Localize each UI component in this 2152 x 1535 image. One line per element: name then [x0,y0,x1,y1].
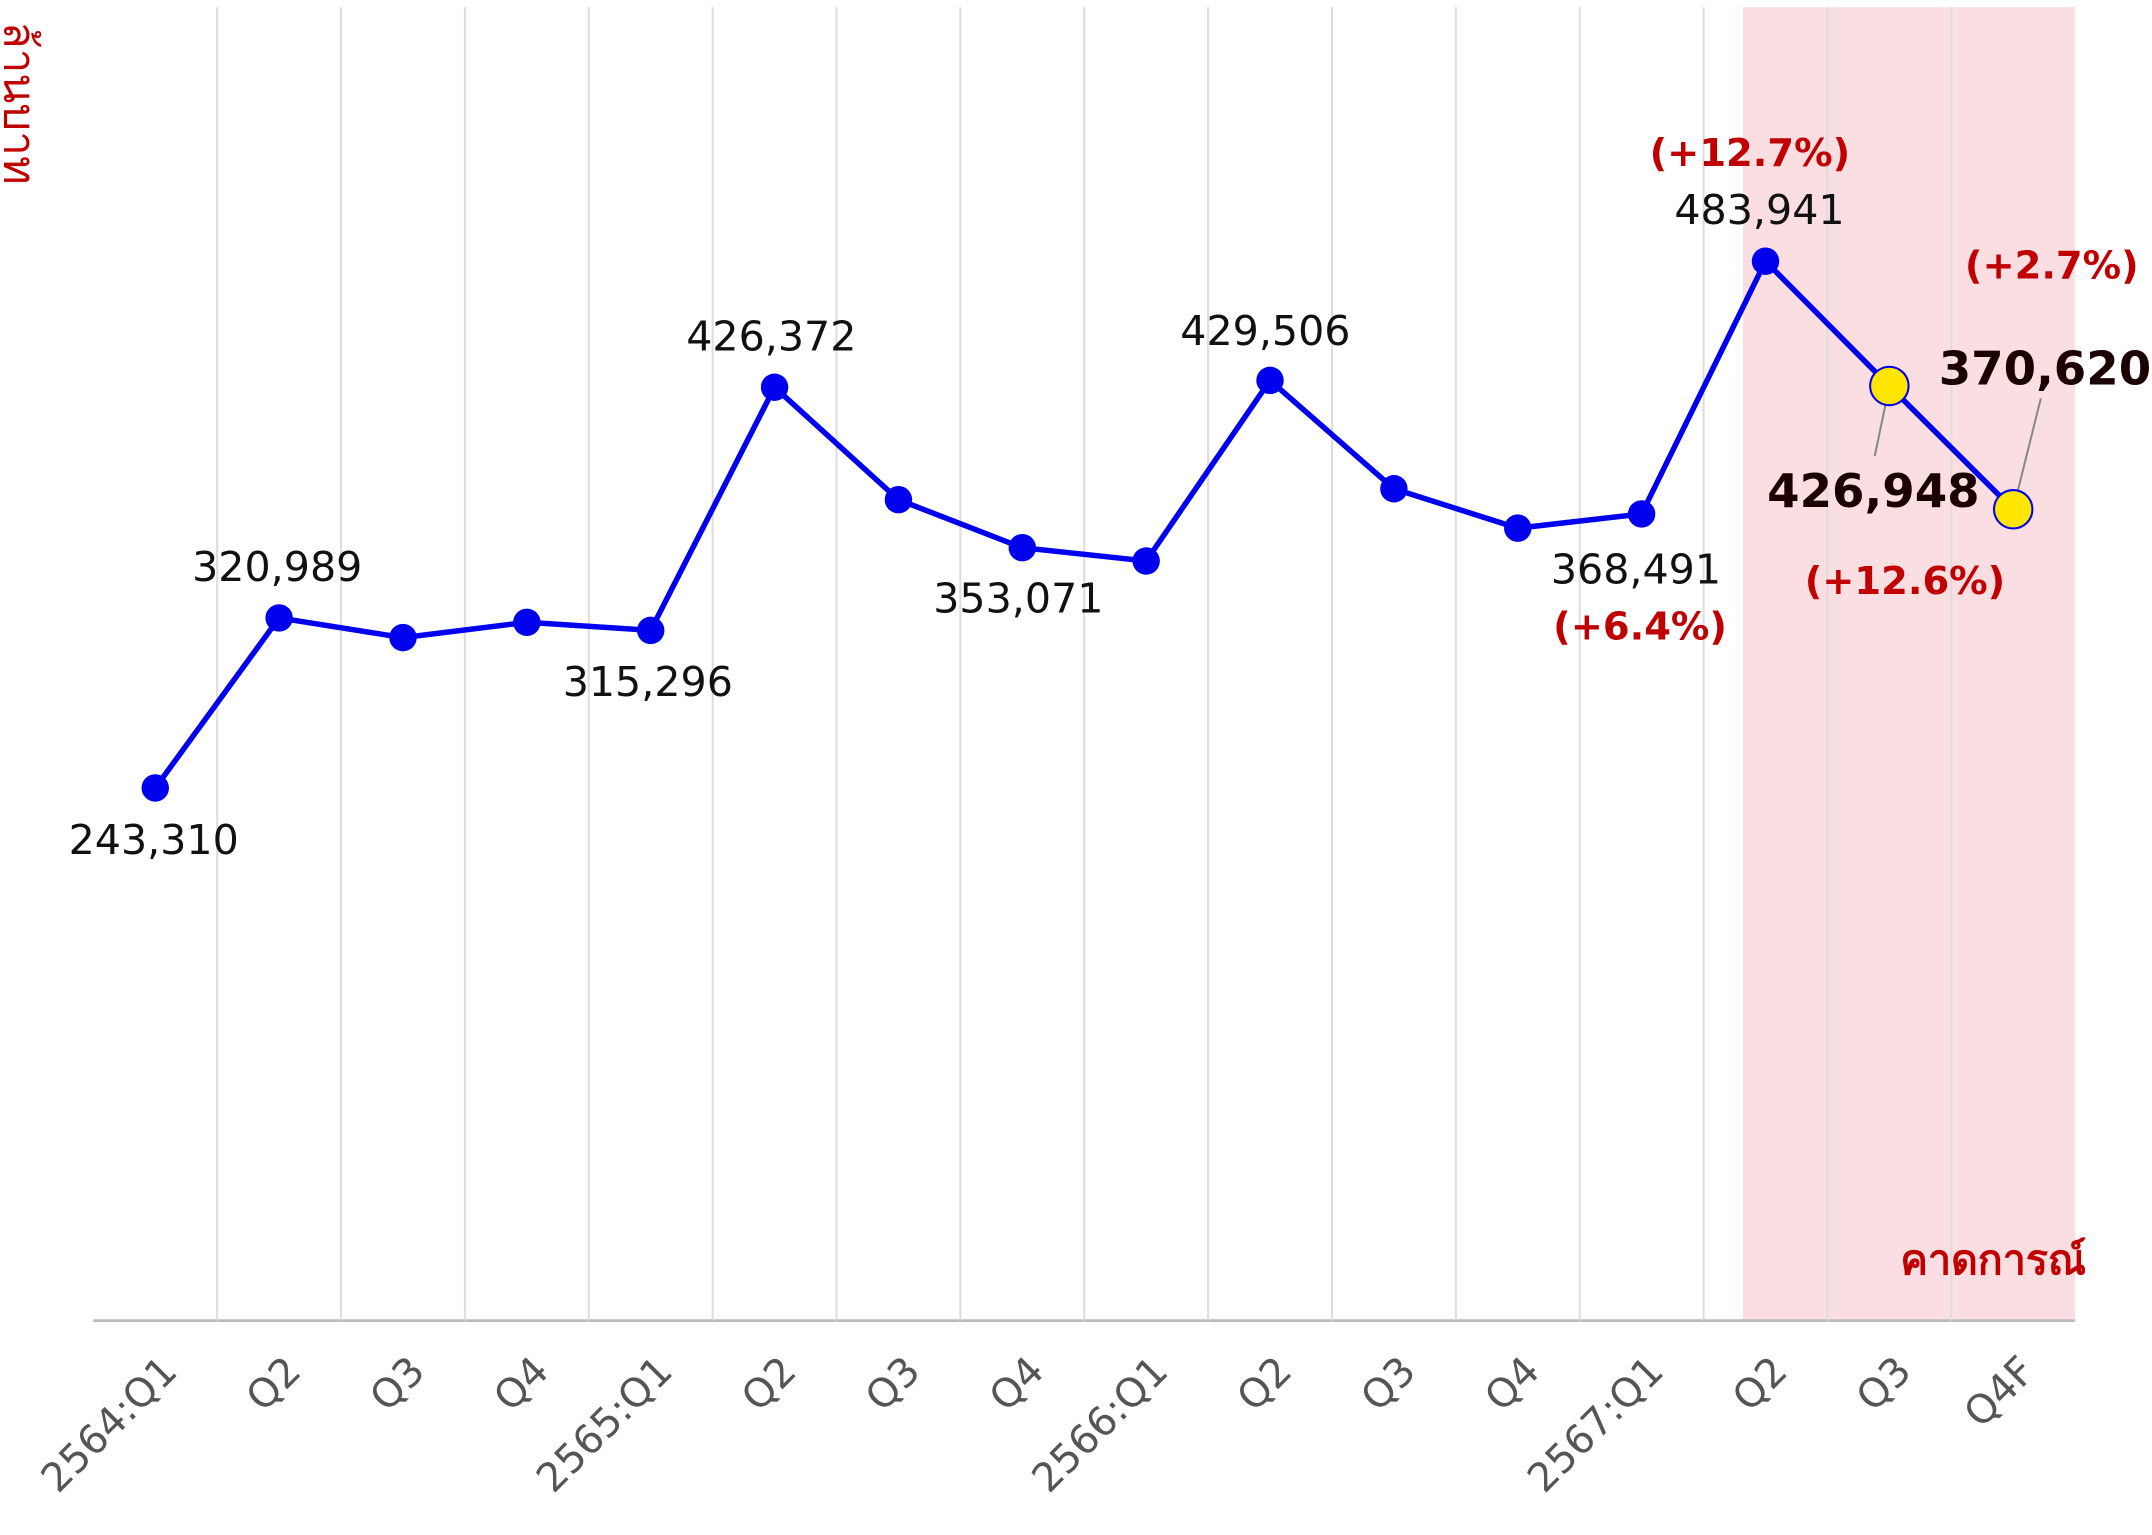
data-label: 243,310 [69,816,239,864]
x-tick-label: Q4 [1476,1348,1549,1421]
x-tick-label: Q3 [857,1348,930,1421]
marker [265,604,293,632]
x-tick-label: 2564:Q1 [33,1348,187,1502]
change-label: (+12.6%) [1805,559,2006,604]
x-tick-label: 2567:Q1 [1519,1348,1673,1502]
marker [1504,514,1532,542]
marker [1132,547,1160,575]
x-tick-label: Q2 [733,1348,806,1421]
marker [760,373,789,401]
change-label: (+12.7%) [1650,131,1851,176]
data-label: 353,071 [933,574,1103,622]
x-tick-label: Q3 [1352,1348,1425,1421]
x-tick-label: Q4F [1955,1348,2044,1437]
data-label: 426,372 [686,312,856,360]
marker [141,774,169,802]
data-label: 429,506 [1180,307,1350,355]
y-axis-label: ล้านบาท [0,22,44,185]
data-label: 370,620 [1939,343,2152,397]
x-tick-label: 2565:Q1 [528,1348,682,1502]
forecast-region [1743,7,2076,1321]
marker [1008,533,1037,562]
marker [1380,475,1408,503]
x-tick-label: Q4 [981,1348,1054,1421]
marker [884,485,913,514]
data-label: 368,491 [1551,546,1721,594]
marker [1627,500,1656,528]
data-label: 426,948 [1767,465,1980,519]
x-tick-label: Q2 [237,1348,310,1421]
data-label: 320,989 [192,543,362,591]
x-tick-label: Q2 [1228,1348,1301,1421]
forecast-label: คาดการณ์ [1900,1236,2086,1284]
marker [1869,365,1910,407]
x-tick-label: Q3 [361,1348,434,1421]
marker [1256,366,1284,395]
data-label: 315,296 [563,658,733,706]
x-tick-label: 2566:Q1 [1023,1348,1177,1502]
change-label: (+2.7%) [1965,243,2139,288]
x-tick-label: Q3 [1848,1348,1921,1421]
marker [513,608,541,637]
marker [389,623,417,652]
marker [1992,489,2034,530]
marker [636,616,665,645]
x-tick-label: Q2 [1724,1348,1797,1421]
line [153,256,2016,790]
marker [1751,247,1780,275]
change-label: (+6.4%) [1553,604,1727,649]
data-label: 483,941 [1674,186,1844,234]
x-tick-label: Q4 [485,1348,558,1421]
